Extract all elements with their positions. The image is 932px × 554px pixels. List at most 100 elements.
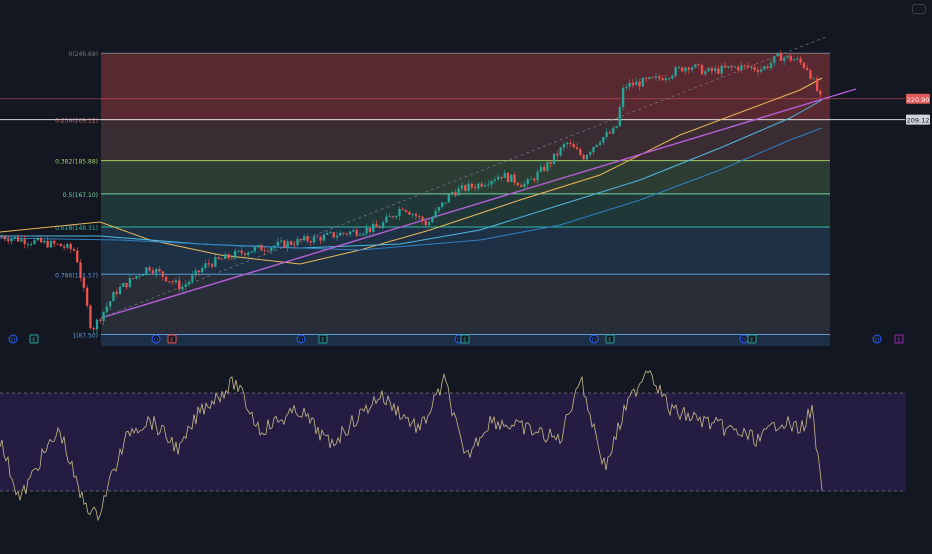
fib-level-label: 0.236(209.12) <box>55 118 98 125</box>
candle-body <box>385 216 388 223</box>
candle-body <box>503 172 506 178</box>
candle-body <box>776 53 779 57</box>
candle-body <box>796 58 799 60</box>
candle-body <box>648 77 651 79</box>
candle-body <box>217 257 220 259</box>
candle-body <box>654 76 658 78</box>
candle-body <box>740 65 743 71</box>
candle-body <box>569 142 572 144</box>
candle-body <box>467 183 470 191</box>
candle-body <box>621 87 625 108</box>
candle-body <box>352 230 355 232</box>
candle-body <box>421 216 424 221</box>
candle-body <box>441 202 444 208</box>
candle-body <box>141 274 145 276</box>
candle-body <box>493 179 496 181</box>
candle-body <box>76 250 79 263</box>
candle-body <box>174 280 178 283</box>
candle-body <box>7 239 10 242</box>
candle-body <box>674 67 677 76</box>
candle-body <box>299 238 303 241</box>
moving-average-line <box>0 99 823 249</box>
candle-body <box>53 240 56 244</box>
moving-averages <box>0 77 823 265</box>
fibonacci-retracement[interactable]: 0(246.69) 0.236(209.12) 0.382(185.88) 0.5(1… <box>0 51 905 346</box>
candle-body <box>266 250 270 252</box>
candle-body <box>628 82 631 87</box>
trendline[interactable] <box>100 36 857 319</box>
candle-body <box>279 240 283 242</box>
candle-body <box>605 132 608 137</box>
event-marker-label: D <box>154 338 158 344</box>
candle-body <box>148 267 151 271</box>
candle-body <box>513 174 516 183</box>
candle-body <box>760 69 763 72</box>
candle-body <box>615 126 618 129</box>
candle-body <box>69 243 72 250</box>
candle-body <box>20 239 23 242</box>
candle-body <box>339 232 342 236</box>
candle-body <box>99 319 102 321</box>
candle-body <box>102 311 105 321</box>
candle-body <box>641 77 644 87</box>
candle-body <box>473 187 477 189</box>
candle-body <box>546 162 549 171</box>
candle-body <box>398 208 401 217</box>
dividend-marker <box>589 334 599 344</box>
oscillator-line <box>0 370 823 522</box>
candle-body <box>533 178 536 181</box>
candle-body <box>483 185 487 187</box>
candle-body <box>815 78 819 91</box>
candle-body <box>763 66 766 70</box>
candle-body <box>681 67 684 72</box>
fib-band <box>101 193 830 228</box>
future-event-label: E <box>897 338 901 344</box>
candle-body <box>89 305 92 329</box>
chart-settings-icon[interactable] <box>912 4 926 14</box>
candle-body <box>470 183 473 188</box>
fib-level-label: 0.786(121.57) <box>55 272 98 279</box>
candle-body <box>457 188 460 196</box>
candle-body <box>178 280 181 290</box>
candle-body <box>273 245 276 248</box>
event-marker-label: E <box>608 338 612 344</box>
candle-body <box>750 67 753 68</box>
candle-body <box>487 184 490 186</box>
candle-body <box>329 232 332 233</box>
candle-body <box>210 264 214 267</box>
candle-body <box>155 269 158 274</box>
candle-body <box>151 270 155 274</box>
candle-body <box>388 216 391 217</box>
candle-body <box>82 277 85 288</box>
candle-body <box>552 153 556 164</box>
candle-body <box>510 174 513 182</box>
candle-body <box>743 65 746 66</box>
candle-body <box>704 71 707 75</box>
candle-body <box>556 153 559 156</box>
candle-body <box>49 240 53 248</box>
candle-body <box>115 292 118 294</box>
candle-body <box>230 258 233 259</box>
candle-body <box>707 67 710 72</box>
candle-body <box>526 179 529 185</box>
fib-band <box>101 53 830 120</box>
candle-body <box>62 246 66 248</box>
candle-body <box>355 230 358 236</box>
earnings-marker <box>747 334 757 344</box>
candle-body <box>10 238 13 242</box>
candle-body <box>227 254 230 259</box>
candlesticks <box>0 49 822 334</box>
candle-body <box>108 301 112 307</box>
dividend-marker <box>8 334 18 344</box>
candle-body <box>132 278 135 279</box>
candle-body <box>46 240 49 248</box>
candle-body <box>322 234 326 241</box>
candle-body <box>559 147 562 156</box>
candle-body <box>79 262 82 278</box>
candle-body <box>773 56 776 63</box>
candle-body <box>233 251 237 259</box>
candle-body <box>602 136 605 143</box>
